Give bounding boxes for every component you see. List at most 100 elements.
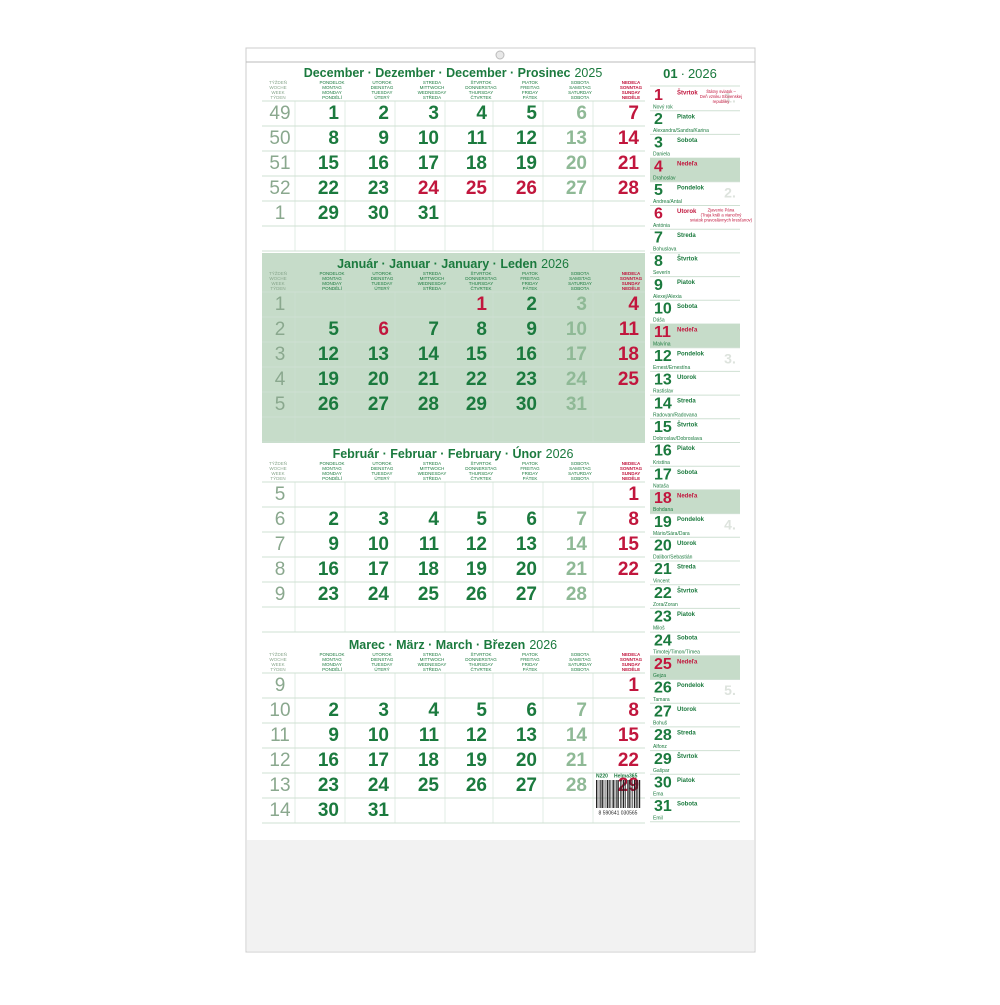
date: 3 (378, 700, 389, 721)
side-date: 11 (654, 324, 671, 341)
date: 23 (318, 584, 339, 605)
date: 28 (418, 394, 439, 415)
side-date: 5 (654, 182, 663, 199)
day-header: NEDĚLE (622, 284, 640, 291)
side-weekday: Sobota (677, 636, 698, 642)
date: 27 (516, 584, 537, 605)
barcode-bar (601, 780, 603, 808)
date: 25 (466, 178, 488, 199)
date: 3 (428, 103, 439, 124)
date: 24 (418, 178, 440, 199)
side-nameday: Nový rok (653, 104, 673, 110)
barcode-bar (638, 780, 641, 808)
side-month: 01 (663, 66, 677, 81)
side-weekday: Streda (677, 730, 696, 736)
side-weekday: Štvrtok (677, 586, 698, 594)
date: 2 (526, 294, 537, 315)
side-nameday: Drahoslav (653, 175, 676, 181)
side-sep: · (681, 66, 685, 81)
day-header: DONNERSTAG (465, 657, 497, 662)
week-header: TÝDEN (270, 94, 285, 100)
side-weekday: Sobota (677, 138, 698, 144)
day-header: FREITAG (520, 657, 540, 662)
side-weekday: Utorok (677, 209, 697, 215)
side-date: 15 (654, 419, 672, 436)
date: 31 (418, 203, 440, 224)
day-header: PIATOK (522, 271, 538, 276)
side-nameday: Emil (653, 815, 663, 821)
barcode-bar (607, 780, 609, 808)
day-header: MONDAY (322, 662, 341, 667)
date: 18 (466, 153, 487, 174)
week-number: 3 (275, 344, 286, 365)
date: 12 (516, 128, 537, 149)
date: 16 (516, 344, 537, 365)
date: 1 (328, 103, 339, 124)
date: 9 (328, 725, 339, 746)
day-header: MONTAG (322, 85, 342, 90)
week-number: 14 (269, 800, 291, 821)
date: 31 (368, 800, 390, 821)
barcode-bar (620, 780, 621, 808)
week-number: 51 (269, 153, 290, 174)
day-header: MITTWOCH (420, 466, 445, 471)
side-date: 6 (654, 206, 663, 223)
day-header: FREITAG (520, 466, 540, 471)
barcode-bar (609, 780, 610, 808)
barcode-bar (621, 780, 623, 808)
side-week: 1. (724, 90, 736, 106)
side-weekday: Piatok (677, 446, 696, 452)
side-date: 21 (654, 561, 672, 578)
month-year: 2026 (529, 638, 557, 652)
side-nameday: Alexandra/Sandra/Karina (653, 128, 709, 134)
week-number: 9 (275, 675, 286, 696)
day-header: FRIDAY (522, 471, 538, 476)
week-header: WOCHE (269, 657, 286, 662)
day-header: PIATOK (522, 80, 538, 85)
side-date: 9 (654, 277, 663, 294)
day-header: ÚTERÝ (374, 475, 389, 481)
bottom-backing (247, 840, 754, 951)
week-number: 12 (269, 750, 290, 771)
day-header: PÁTEK (523, 475, 538, 481)
day-header: NEDĚLE (622, 93, 640, 100)
barcode-bar (616, 780, 617, 808)
sunday-background (650, 655, 740, 680)
product-code: N220 (596, 773, 608, 779)
date: 8 (476, 319, 487, 340)
month-title-text: December · Dezember · December · Prosine… (304, 66, 571, 80)
date: 18 (618, 344, 639, 365)
day-header: UTOROK (372, 652, 391, 657)
day-header: ČTVRTEK (471, 285, 492, 291)
barcode-bar (617, 780, 619, 808)
side-date: 13 (654, 372, 672, 389)
product-brand: Helma365 (614, 773, 638, 779)
side-nameday: Radovan/Radovana (653, 412, 697, 418)
side-nameday: Dalibor/Sebastián (653, 555, 693, 561)
date: 6 (576, 103, 587, 124)
day-header: SONNTAG (620, 466, 643, 471)
day-header: ČTVRTEK (471, 475, 492, 481)
side-weekday: Nedeľa (677, 162, 698, 168)
day-header: FREITAG (520, 276, 540, 281)
side-nameday: Malvína (653, 341, 671, 347)
date: 19 (516, 153, 537, 174)
week-number: 50 (269, 128, 290, 149)
side-nameday: Timotej/Timon/Tímea (653, 649, 700, 655)
side-weekday: Sobota (677, 802, 698, 808)
date: 12 (318, 344, 339, 365)
day-header: PONDELOK (319, 461, 344, 466)
date: 26 (318, 394, 339, 415)
date: 22 (318, 178, 339, 199)
day-header: STŘEDA (423, 474, 441, 481)
day-header: SATURDAY (568, 281, 592, 286)
date: 7 (576, 700, 587, 721)
week-number: 52 (269, 178, 290, 199)
side-weekday: Streda (677, 565, 696, 571)
side-weekday: Štvrtok (677, 420, 698, 428)
date: 3 (378, 509, 389, 530)
day-header: SUNDAY (622, 471, 641, 476)
side-date: 23 (654, 609, 672, 626)
date: 16 (318, 750, 339, 771)
side-nameday: Gašpar (653, 768, 670, 774)
